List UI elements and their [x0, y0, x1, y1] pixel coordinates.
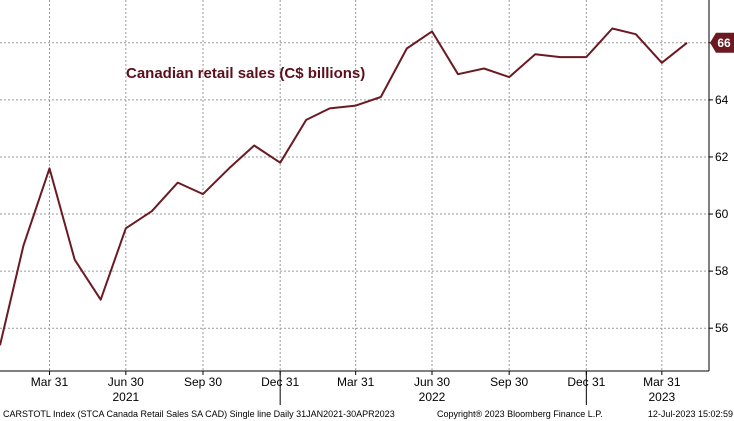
year-label: 2023	[648, 390, 675, 404]
grid-layer	[0, 0, 709, 371]
y-tick-label: 58	[715, 264, 729, 278]
last-value-tag: 66	[710, 32, 734, 53]
retail-sales-line	[0, 27, 688, 346]
last-value-label: 66	[717, 36, 731, 50]
y-tick-label: 60	[715, 207, 729, 221]
y-tick-label: 64	[715, 93, 729, 107]
footer-timestamp: 12-Jul-2023 15:02:59	[648, 409, 733, 419]
x-tick-label: Jun 30	[414, 375, 450, 389]
x-tick-label: Sep 30	[490, 375, 528, 389]
y-tick-label: 62	[715, 150, 729, 164]
x-tick-label: Mar 31	[643, 375, 681, 389]
last-value-tag-shape	[710, 32, 734, 53]
footer-copyright: Copyright® 2023 Bloomberg Finance L.P.	[437, 409, 603, 419]
x-tick-label: Mar 31	[31, 375, 69, 389]
x-tick-label: Jun 30	[108, 375, 144, 389]
chart-title: Canadian retail sales (C$ billions)	[126, 65, 365, 82]
x-tick-label: Mar 31	[337, 375, 375, 389]
footer-source: CARSTOTL Index (STCA Canada Retail Sales…	[3, 409, 395, 419]
x-tick-label: Sep 30	[184, 375, 222, 389]
year-label: 2022	[419, 390, 446, 404]
year-labels: 2021 2022 2023	[112, 371, 676, 405]
y-tick-label: 56	[715, 321, 729, 335]
year-label: 2021	[112, 390, 139, 404]
